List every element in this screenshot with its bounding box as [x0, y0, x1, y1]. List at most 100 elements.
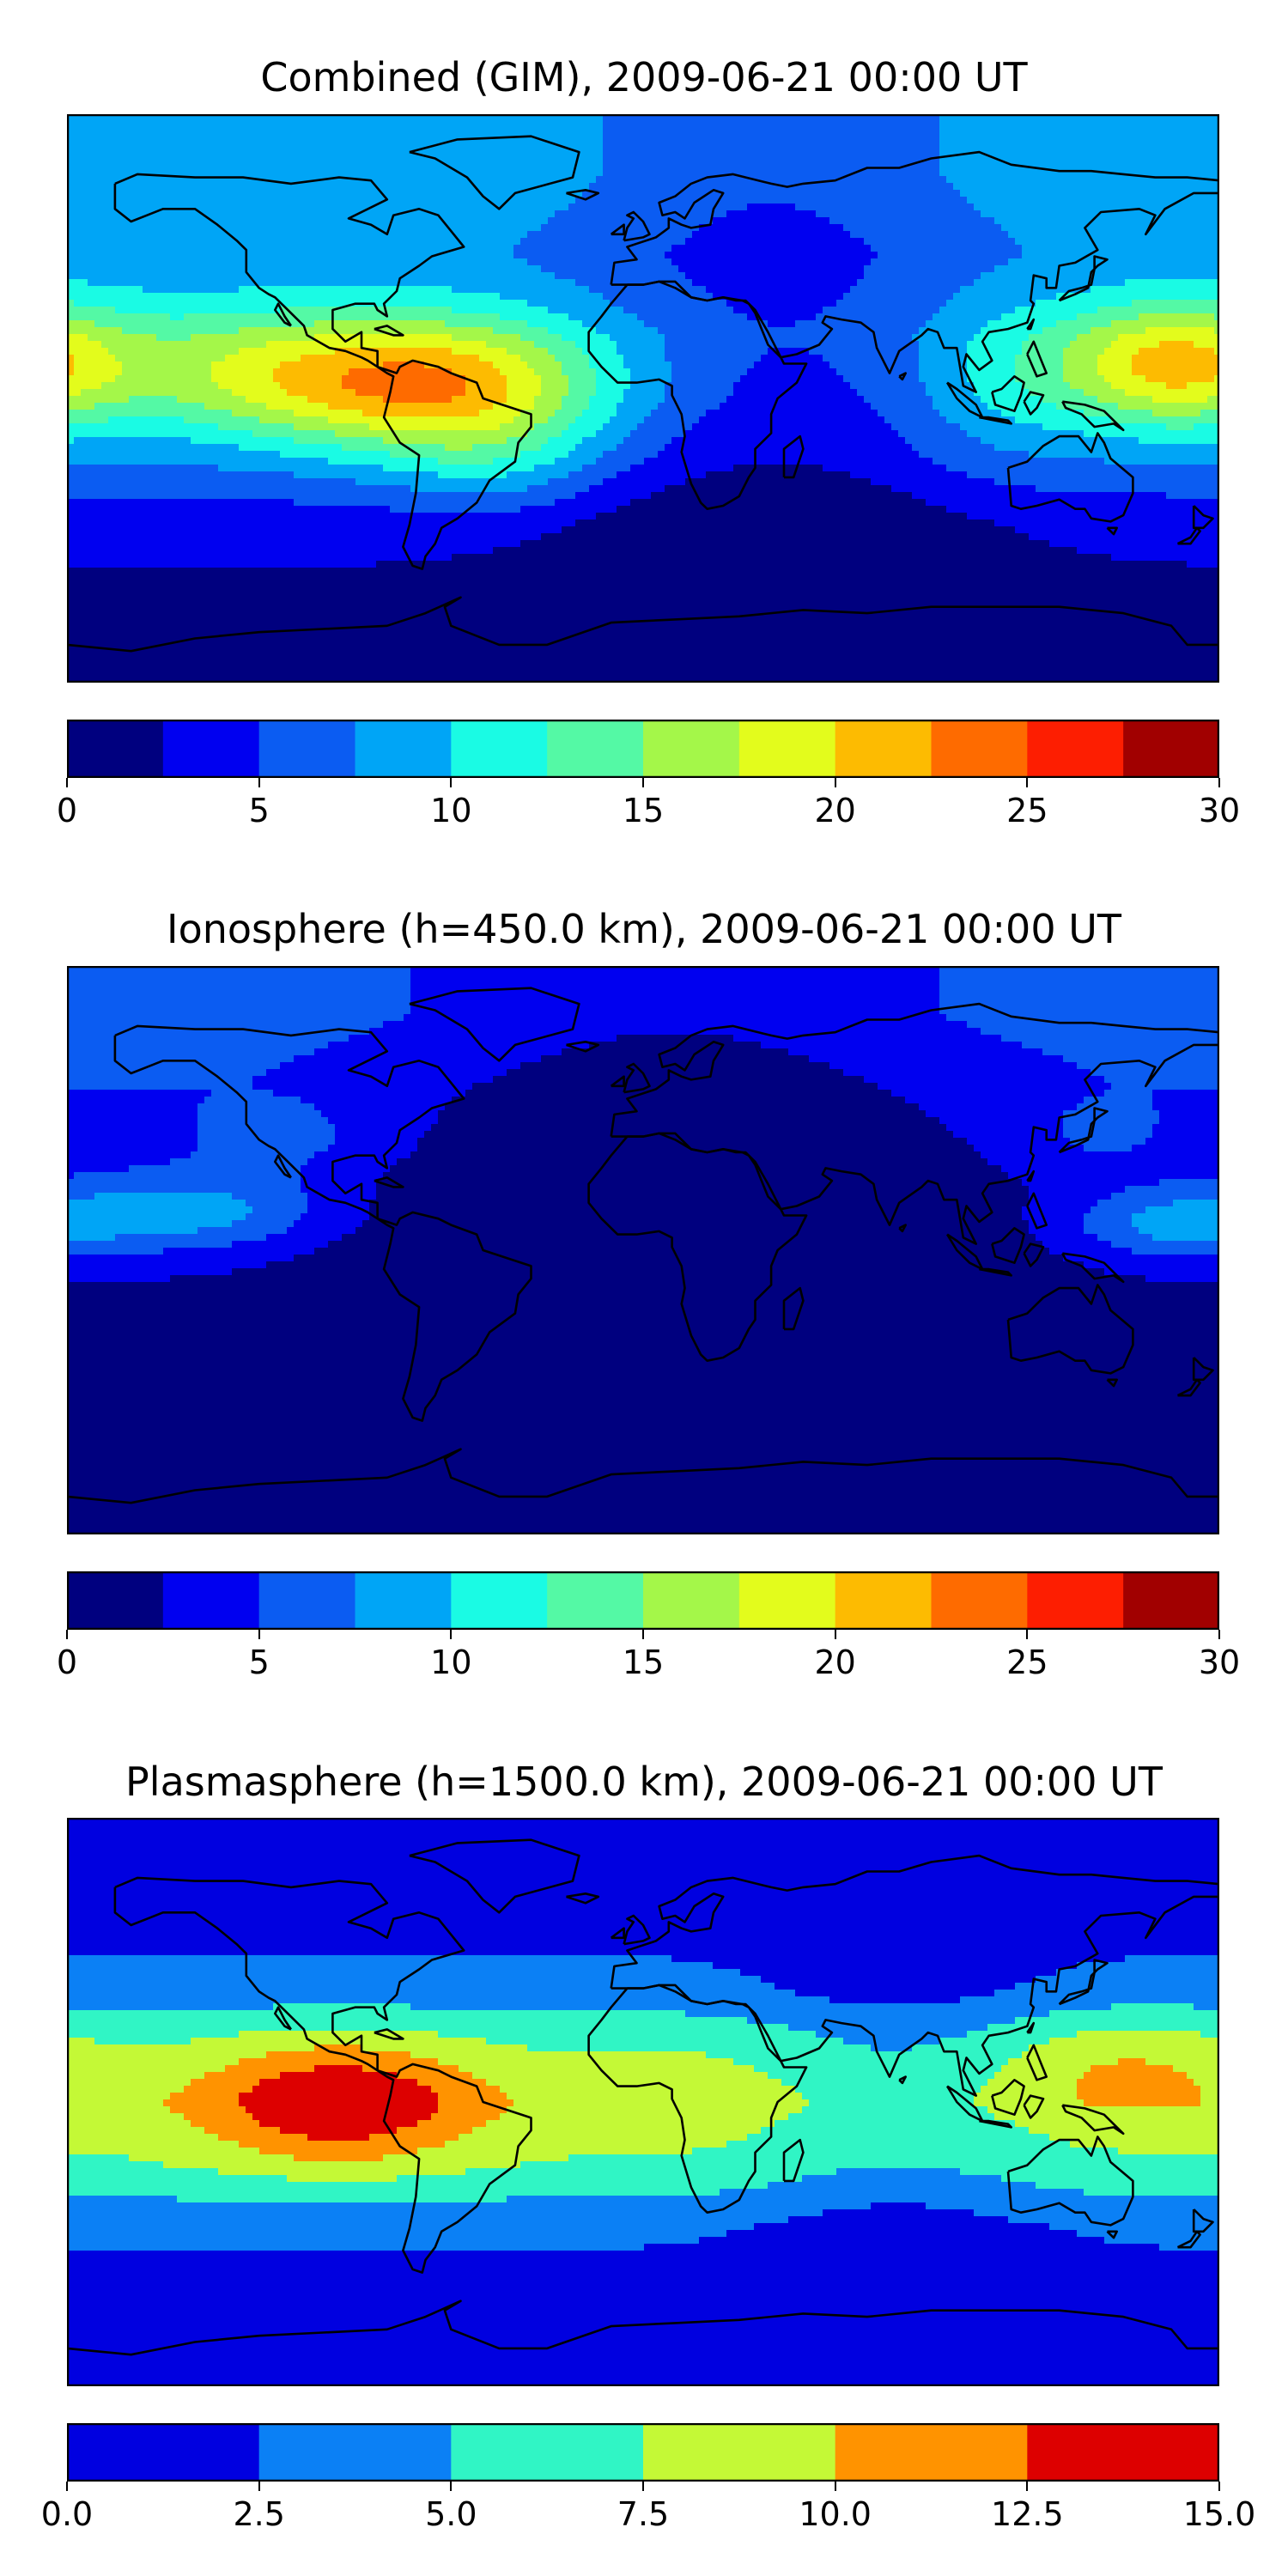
field-cell	[101, 197, 109, 204]
field-cell	[1056, 176, 1064, 184]
field-cell	[465, 245, 473, 252]
field-cell	[1097, 217, 1105, 225]
field-cell	[623, 265, 631, 273]
field-cell	[459, 149, 466, 156]
field-cell	[1145, 204, 1153, 211]
field-cell	[369, 183, 377, 191]
field-cell	[404, 238, 411, 246]
field-cell	[143, 231, 150, 239]
field-cell	[754, 135, 762, 143]
field-cell	[67, 121, 75, 129]
field-cell	[417, 114, 425, 122]
field-cell	[685, 197, 693, 204]
field-cell	[390, 231, 398, 239]
field-cell	[452, 210, 459, 218]
field-cell	[307, 197, 315, 204]
field-cell	[987, 142, 995, 149]
field-cell	[259, 183, 267, 191]
field-cell	[225, 252, 233, 259]
field-cell	[1111, 245, 1119, 252]
field-cell	[1125, 162, 1133, 170]
field-cell	[520, 265, 528, 273]
field-cell	[926, 265, 933, 273]
field-cell	[266, 176, 274, 184]
field-cell	[651, 300, 659, 307]
field-cell	[671, 272, 679, 280]
field-cell	[953, 231, 961, 239]
field-cell	[143, 258, 150, 266]
field-cell	[1001, 238, 1009, 246]
field-cell	[1049, 121, 1057, 129]
field-cell	[740, 279, 748, 287]
field-cell	[342, 265, 349, 273]
field-cell	[1022, 114, 1030, 122]
field-cell	[967, 197, 975, 204]
field-cell	[623, 231, 631, 239]
field-cell	[259, 169, 267, 177]
field-cell	[699, 114, 707, 122]
field-cell	[960, 149, 968, 156]
field-cell	[617, 114, 624, 122]
field-cell	[720, 224, 727, 232]
field-cell	[637, 224, 645, 232]
field-cell	[933, 169, 940, 177]
field-cell	[994, 197, 1002, 204]
field-cell	[912, 162, 920, 170]
field-cell	[1159, 224, 1167, 232]
field-cell	[1036, 265, 1043, 273]
field-cell	[981, 176, 988, 184]
field-cell	[699, 252, 707, 259]
field-cell	[987, 128, 995, 136]
field-cell	[823, 128, 830, 136]
field-cell	[1207, 197, 1215, 204]
field-cell	[1139, 210, 1146, 218]
field-cell	[1180, 272, 1188, 280]
field-cell	[479, 252, 487, 259]
field-cell	[67, 245, 75, 252]
field-cell	[967, 300, 975, 307]
field-cell	[795, 142, 803, 149]
field-cell	[376, 258, 384, 266]
field-cell	[829, 142, 837, 149]
field-cell	[1008, 245, 1016, 252]
field-cell	[884, 155, 892, 163]
field-cell	[1056, 210, 1064, 218]
field-cell	[294, 183, 301, 191]
field-cell	[163, 258, 171, 266]
field-cell	[658, 272, 665, 280]
field-cell	[823, 190, 830, 197]
field-cell	[287, 231, 295, 239]
field-cell	[671, 135, 679, 143]
field-cell	[486, 176, 494, 184]
field-cell	[349, 135, 356, 143]
field-cell	[342, 176, 349, 184]
field-cell	[417, 231, 425, 239]
field-cell	[136, 204, 143, 211]
field-cell	[1159, 204, 1167, 211]
field-cell	[884, 252, 892, 259]
field-cell	[802, 149, 810, 156]
field-cell	[1125, 279, 1133, 287]
field-cell	[355, 293, 363, 301]
field-cell	[1056, 128, 1064, 136]
field-cell	[438, 286, 446, 294]
field-cell	[878, 114, 885, 122]
field-cell	[555, 149, 562, 156]
field-cell	[685, 176, 693, 184]
field-cell	[486, 252, 494, 259]
field-cell	[541, 279, 549, 287]
field-cell	[864, 128, 872, 136]
field-cell	[184, 176, 191, 184]
field-cell	[101, 286, 109, 294]
field-cell	[314, 210, 322, 218]
field-cell	[850, 114, 858, 122]
field-cell	[850, 142, 858, 149]
field-cell	[115, 197, 123, 204]
field-cell	[740, 121, 748, 129]
field-cell	[136, 217, 143, 225]
field-cell	[541, 135, 549, 143]
field-cell	[658, 245, 665, 252]
field-cell	[287, 162, 295, 170]
field-cell	[582, 204, 590, 211]
